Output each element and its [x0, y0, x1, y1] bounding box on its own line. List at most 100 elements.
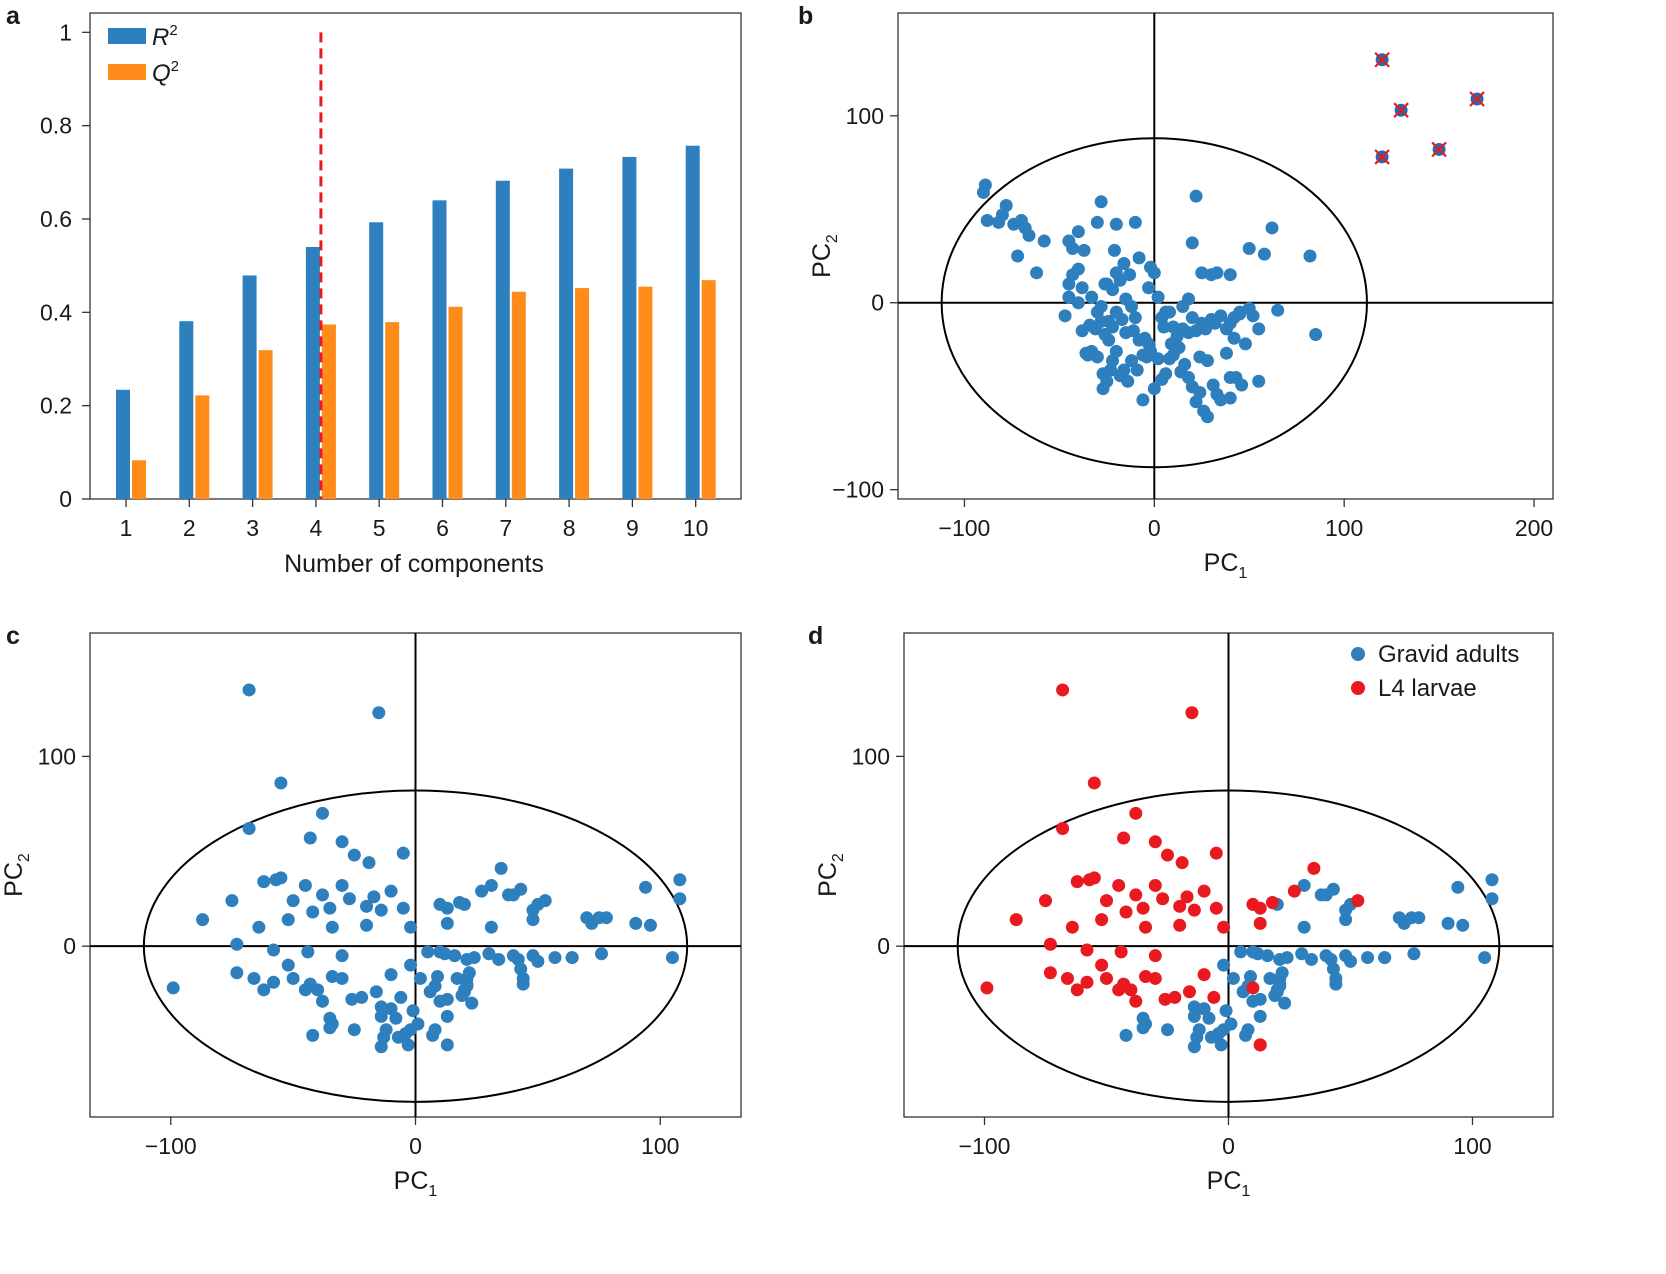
legend-swatch-r2: [108, 28, 146, 44]
data-point-samples: [335, 949, 349, 963]
data-point-samples: [538, 894, 552, 908]
data-point-l4-larvae: [1009, 913, 1023, 927]
bar-r2-6: [432, 200, 447, 500]
data-point-samples: [448, 949, 462, 963]
data-point-samples: [367, 890, 381, 904]
data-point-l4-larvae: [1197, 968, 1211, 982]
data-point-l4-larvae: [1207, 990, 1221, 1004]
data-point-samples: [267, 975, 281, 989]
data-point-samples: [252, 920, 266, 934]
data-point-samples: [1303, 249, 1317, 263]
data-point-l4-larvae: [1209, 846, 1223, 860]
data-point-samples: [1011, 249, 1025, 263]
bar-q2-6: [448, 306, 463, 499]
data-point-samples: [413, 971, 427, 985]
x-tick-label: 5: [373, 515, 386, 541]
data-point-gravid-adults: [1236, 985, 1250, 999]
data-point-samples: [423, 985, 437, 999]
data-point-l4-larvae: [1070, 983, 1084, 997]
data-point-l4-larvae: [1148, 971, 1162, 985]
data-point-samples: [1077, 243, 1091, 257]
data-point-samples: [440, 1038, 454, 1052]
data-point-l4-larvae: [1060, 971, 1074, 985]
y-tick-label: 0.6: [40, 206, 72, 232]
data-point-l4-larvae: [1246, 981, 1260, 995]
y-tick-label: 100: [38, 743, 76, 769]
bar-q2-2: [195, 395, 210, 499]
data-point-samples: [565, 951, 579, 965]
data-point-samples: [389, 1011, 403, 1025]
y-tick-label: 0: [871, 290, 884, 316]
data-point-l4-larvae: [1087, 871, 1101, 885]
data-point-l4-larvae: [1209, 901, 1223, 915]
data-point-samples: [342, 892, 356, 906]
data-point-samples: [1071, 296, 1085, 310]
data-point-gravid-adults: [1161, 1023, 1175, 1037]
panel-c-scatter-plot: c −100 0 100 0 100 PC1 PC2: [0, 622, 742, 1200]
data-point-samples: [1193, 385, 1207, 399]
data-point-samples: [345, 992, 359, 1006]
data-point-samples: [1189, 189, 1203, 203]
data-point-samples: [374, 1000, 388, 1014]
legend-marker-l4-larvae: [1351, 681, 1365, 695]
data-point-l4-larvae: [1180, 890, 1194, 904]
legend-label-l4-larvae: L4 larvae: [1378, 675, 1477, 702]
data-point-samples: [374, 903, 388, 917]
data-point-gravid-adults: [1343, 954, 1357, 968]
data-point-samples: [421, 945, 435, 959]
y-axis-title: PC2: [808, 234, 841, 278]
data-point-samples: [1128, 215, 1142, 229]
data-point-samples: [1066, 242, 1080, 256]
x-tick-label: 0: [1222, 1133, 1235, 1159]
data-point-gravid-adults: [1297, 920, 1311, 934]
data-point-samples: [482, 947, 496, 961]
data-point-l4-larvae: [1056, 821, 1070, 835]
data-point-gravid-adults: [1295, 947, 1309, 961]
data-point-samples: [526, 913, 540, 927]
y-tick-label: 0.2: [40, 393, 72, 419]
data-point-samples: [440, 901, 454, 915]
data-point-samples: [379, 1023, 393, 1037]
data-point-samples: [1223, 391, 1237, 405]
data-point-samples: [196, 913, 210, 927]
data-point-samples: [298, 878, 312, 892]
bar-q2-5: [385, 322, 400, 499]
data-point-samples: [492, 952, 506, 966]
outlier-cross: [1374, 149, 1390, 165]
outlier-cross: [1469, 91, 1485, 107]
data-point-samples: [1109, 217, 1123, 231]
data-point-samples: [1125, 299, 1139, 313]
data-point-l4-larvae: [1080, 975, 1094, 989]
data-point-l4-larvae: [1265, 896, 1279, 910]
data-point-samples: [369, 985, 383, 999]
data-point-samples: [1058, 309, 1072, 323]
data-point-samples: [475, 884, 489, 898]
data-point-samples: [306, 905, 320, 919]
data-point-gravid-adults: [1407, 947, 1421, 961]
data-point-samples: [1128, 311, 1142, 325]
confidence-ellipse: [142, 789, 689, 1103]
data-point-gravid-adults: [1485, 892, 1499, 906]
data-point-samples: [639, 880, 653, 894]
data-point-gravid-adults: [1192, 1023, 1206, 1037]
data-point-gravid-adults: [1219, 1004, 1233, 1018]
x-tick-label: 3: [246, 515, 259, 541]
data-point-gravid-adults: [1119, 1028, 1133, 1042]
data-point-l4-larvae: [1095, 958, 1109, 972]
bar-r2-10: [685, 145, 700, 499]
x-tick-label: −100: [959, 1133, 1011, 1159]
x-tick-label: 2: [183, 515, 196, 541]
data-point-samples: [1185, 236, 1199, 250]
data-point-samples: [643, 918, 657, 932]
data-point-samples: [976, 185, 990, 199]
data-point-samples: [1022, 228, 1036, 242]
x-tick-label: 100: [1325, 515, 1363, 541]
data-point-samples: [335, 971, 349, 985]
data-point-samples: [384, 884, 398, 898]
data-point-gravid-adults: [1187, 1000, 1201, 1014]
data-point-samples: [1113, 273, 1127, 287]
bar-q2-3: [258, 350, 273, 499]
data-point-samples: [225, 894, 239, 908]
data-point-samples: [274, 871, 288, 885]
x-tick-label: 6: [436, 515, 449, 541]
